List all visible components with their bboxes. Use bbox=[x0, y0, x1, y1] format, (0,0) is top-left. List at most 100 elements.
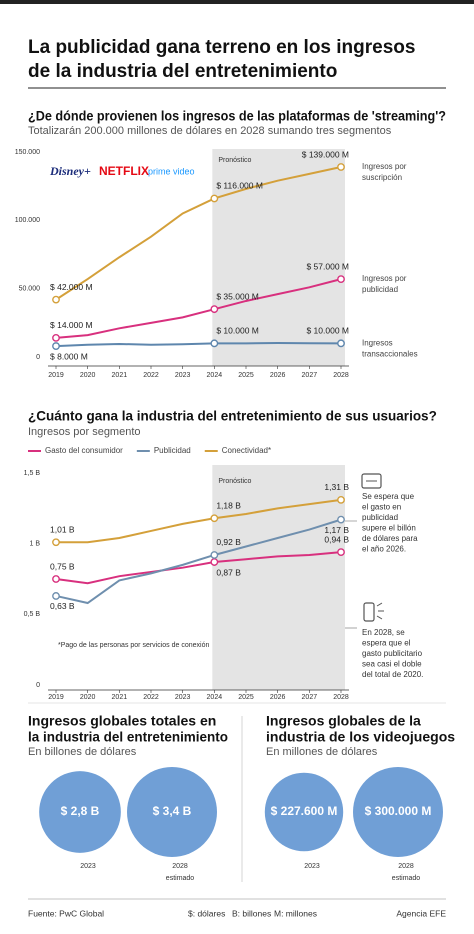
value-circle bbox=[353, 767, 443, 857]
footer-abbreviation: B: billones bbox=[232, 908, 271, 918]
x-tick-label: 2028 bbox=[333, 694, 349, 701]
chart-subtitle: Ingresos por segmento bbox=[28, 426, 141, 438]
point-marker bbox=[337, 275, 345, 283]
point-marker bbox=[210, 194, 219, 203]
point-marker bbox=[210, 514, 219, 523]
chart-note: *Pago de las personas por servicios de c… bbox=[58, 642, 209, 649]
point-marker bbox=[52, 295, 60, 304]
chart-title: la industria del entretenimiento bbox=[28, 729, 228, 745]
annotation: espera que el bbox=[362, 639, 411, 648]
category-note: estimado bbox=[392, 875, 421, 882]
forecast-label: Pronóstico bbox=[218, 157, 251, 164]
chart-title: ¿De dónde provienen los ingresos de las … bbox=[28, 109, 446, 124]
x-tick-label: 2022 bbox=[143, 372, 159, 379]
legend-label: Publicidad bbox=[154, 446, 191, 455]
point-marker bbox=[337, 339, 345, 348]
chart-subtitle: En billones de dólares bbox=[28, 746, 137, 758]
annotation: el gasto en bbox=[362, 503, 401, 512]
logo: Disney+ bbox=[49, 164, 91, 178]
x-tick-label: 2019 bbox=[48, 694, 64, 701]
category-label: 2028 bbox=[172, 863, 188, 870]
annotation: supere el billón bbox=[362, 524, 416, 533]
x-tick-label: 2025 bbox=[238, 694, 254, 701]
point-marker bbox=[52, 333, 60, 342]
series-line bbox=[55, 166, 342, 301]
x-tick-label: 2027 bbox=[302, 694, 318, 701]
legend-label: Ingresos transaccionales bbox=[362, 338, 418, 358]
x-tick-label: 2019 bbox=[48, 372, 64, 379]
y-tick-label: 0,5 B bbox=[24, 611, 41, 618]
forecast-band bbox=[212, 149, 345, 366]
x-tick-label: 2024 bbox=[207, 694, 223, 701]
category-note: estimado bbox=[166, 875, 195, 882]
x-tick-label: 2026 bbox=[270, 372, 286, 379]
point-marker bbox=[337, 163, 345, 171]
series-line bbox=[55, 551, 342, 585]
category-label: 2023 bbox=[304, 863, 320, 870]
annotation: gasto publicitario bbox=[362, 649, 423, 658]
legend-label: Ingresos por publicidad bbox=[362, 274, 409, 294]
x-tick-label: 2026 bbox=[270, 694, 286, 701]
value-label: 1,31 B bbox=[324, 482, 349, 492]
series-line bbox=[55, 518, 342, 605]
value-label: 1,18 B bbox=[216, 500, 241, 510]
annotation: Se espera que bbox=[362, 492, 415, 501]
chart-title: Ingresos globales de la bbox=[266, 713, 421, 729]
value-label: 1,17 B bbox=[324, 525, 349, 535]
value-label: 0,87 B bbox=[216, 567, 241, 577]
value-label: $ 116.000 M bbox=[216, 181, 263, 191]
point-marker bbox=[210, 558, 219, 566]
top-band bbox=[0, 0, 474, 4]
forecast-band bbox=[212, 465, 345, 690]
x-tick-label: 2021 bbox=[112, 372, 128, 379]
point-marker bbox=[210, 551, 219, 559]
x-tick-label: 2022 bbox=[143, 694, 159, 701]
legend-label: Gasto del consumidor bbox=[45, 446, 123, 455]
annotation: En 2028, se bbox=[362, 628, 405, 637]
y-tick-label: 150.000 bbox=[15, 149, 40, 156]
x-tick-label: 2025 bbox=[238, 372, 254, 379]
category-label: 2023 bbox=[80, 863, 96, 870]
phone-icon-rays bbox=[376, 602, 384, 620]
value-label: $ 227.600 M bbox=[271, 804, 338, 818]
value-label: $ 139.000 M bbox=[302, 149, 349, 159]
y-tick-label: 100.000 bbox=[15, 217, 40, 224]
phone-icon bbox=[363, 602, 375, 622]
forecast-label: Pronóstico bbox=[218, 478, 251, 485]
y-tick-label: 50.000 bbox=[19, 286, 41, 293]
y-tick-label: 1,5 B bbox=[24, 470, 41, 477]
series-line bbox=[56, 498, 342, 544]
point-marker bbox=[52, 575, 60, 583]
footer-abbreviation: $: dólares bbox=[188, 908, 225, 918]
page-title: La publicidad gana terreno en los ingres… bbox=[28, 37, 415, 58]
y-tick-label: 0 bbox=[36, 682, 40, 689]
footer-credit: Agencia EFE bbox=[396, 908, 446, 918]
chart-subtitle: Totalizarán 200.000 millones de dólares … bbox=[28, 125, 392, 137]
value-label: 0,94 B bbox=[324, 534, 349, 544]
category-label: 2028 bbox=[398, 863, 414, 870]
x-tick-label: 2023 bbox=[175, 694, 191, 701]
point-marker bbox=[337, 495, 345, 504]
x-tick-label: 2027 bbox=[302, 372, 318, 379]
x-tick-label: 2020 bbox=[80, 694, 96, 701]
value-label: 1,01 B bbox=[50, 525, 75, 535]
value-label: $ 3,4 B bbox=[153, 804, 192, 818]
value-label: 0,75 B bbox=[50, 561, 75, 571]
legend-label: Conectividad* bbox=[222, 446, 271, 455]
footer-source: Fuente: PwC Global bbox=[28, 908, 104, 918]
point-marker bbox=[210, 339, 219, 348]
logo: prime video bbox=[148, 166, 195, 176]
annotation: de dólares para bbox=[362, 534, 418, 543]
annotation: sea casi el doble bbox=[362, 660, 422, 669]
value-circle bbox=[127, 767, 217, 857]
value-label: 0,92 B bbox=[216, 537, 241, 547]
value-label: 0,63 B bbox=[50, 601, 75, 611]
y-tick-label: 1 B bbox=[29, 541, 40, 548]
value-label: $ 57.000 M bbox=[306, 261, 349, 271]
series-line bbox=[55, 342, 342, 348]
point-marker bbox=[52, 342, 60, 350]
ads-icon bbox=[361, 473, 382, 489]
annotation: el año 2026. bbox=[362, 545, 406, 554]
